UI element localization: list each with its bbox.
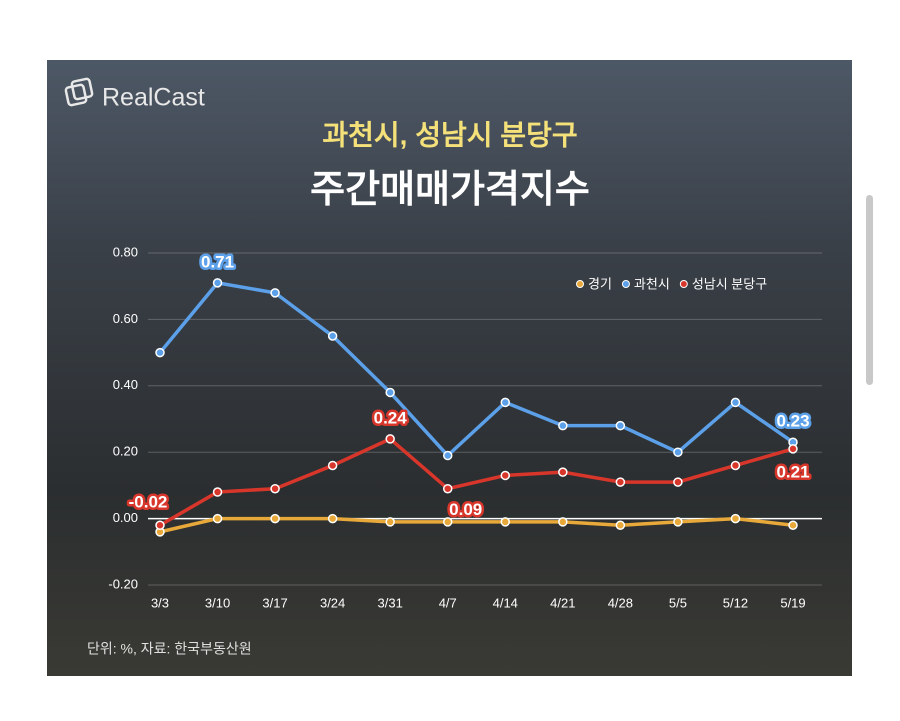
data-point xyxy=(500,470,511,481)
logo-icon xyxy=(64,77,94,107)
x-tick-label: 5/19 xyxy=(780,595,805,610)
chart-panel xyxy=(47,60,852,676)
x-tick-label: 4/7 xyxy=(439,595,457,610)
data-label: 0.23 xyxy=(776,412,809,431)
y-tick-label: -0.20 xyxy=(108,576,138,591)
scrollbar[interactable] xyxy=(866,195,873,385)
data-label: 0.71 xyxy=(201,252,234,271)
data-point xyxy=(730,460,741,471)
data-point xyxy=(442,483,453,494)
data-point xyxy=(155,347,165,358)
data-point xyxy=(673,447,683,457)
data-label: -0.02 xyxy=(129,493,168,512)
legend-label: 과천시 xyxy=(634,276,670,291)
data-point xyxy=(730,513,741,524)
data-point xyxy=(327,331,338,341)
data-point xyxy=(788,520,798,530)
data-point xyxy=(212,278,223,288)
x-tick-label: 4/21 xyxy=(550,595,575,610)
data-point xyxy=(442,517,453,527)
data-point xyxy=(270,483,280,494)
data-point xyxy=(558,467,568,477)
x-tick-label: 4/14 xyxy=(493,595,518,610)
data-point xyxy=(558,420,568,431)
legend-label: 경기 xyxy=(588,276,612,291)
x-tick-label: 5/12 xyxy=(723,595,748,610)
data-point xyxy=(327,513,338,524)
subtitle: 과천시, 성남시 분당구 xyxy=(322,119,577,150)
data-point xyxy=(212,513,223,524)
x-tick-label: 4/28 xyxy=(608,595,633,610)
series-line xyxy=(159,516,794,534)
x-tick-label: 3/31 xyxy=(378,595,403,610)
data-point xyxy=(558,517,568,527)
x-tick-label: 5/5 xyxy=(669,595,687,610)
data-point xyxy=(270,513,280,524)
data-point xyxy=(155,520,165,530)
data-point xyxy=(500,517,511,527)
x-tick-label: 3/3 xyxy=(151,595,169,610)
y-tick-label: 0.20 xyxy=(113,444,138,459)
source-note: 단위: %, 자료: 한국부동산원 xyxy=(87,641,252,657)
data-point xyxy=(442,450,453,461)
data-point xyxy=(385,434,395,444)
data-point xyxy=(385,387,395,398)
data-point xyxy=(270,288,280,298)
data-point xyxy=(500,397,511,408)
y-tick-label: 0.60 xyxy=(113,311,138,326)
data-point xyxy=(327,460,338,471)
data-point xyxy=(212,487,223,497)
x-tick-label: 3/10 xyxy=(205,595,230,610)
series-line xyxy=(159,437,794,527)
legend-marker xyxy=(621,280,630,288)
data-point xyxy=(615,477,626,487)
data-point xyxy=(730,397,741,408)
y-tick-label: 0.40 xyxy=(113,377,138,392)
y-tick-label: 0.80 xyxy=(113,244,138,259)
brand: RealCast xyxy=(102,84,205,112)
data-point xyxy=(615,420,626,431)
data-point xyxy=(673,517,683,527)
data-point xyxy=(673,477,683,487)
data-point xyxy=(615,520,626,530)
y-tick-label: 0.00 xyxy=(113,510,138,525)
x-tick-label: 3/17 xyxy=(262,595,287,610)
legend-marker xyxy=(679,280,688,288)
data-point xyxy=(385,517,395,527)
chart-title: 주간매매가격지수 xyxy=(310,169,590,211)
data-label: 0.09 xyxy=(449,500,482,519)
legend-marker xyxy=(576,280,584,288)
data-point xyxy=(788,444,798,454)
series-line xyxy=(158,281,794,458)
x-tick-label: 3/24 xyxy=(320,595,345,610)
data-label: 0.24 xyxy=(374,408,408,427)
data-label: 0.21 xyxy=(776,462,809,481)
plot: -0.20 0.00 0.20 0.40 0.60 0.80 3/3 3/10 3/17 3/24… xyxy=(108,244,822,610)
legend-label: 성남시 분당구 xyxy=(692,276,767,291)
